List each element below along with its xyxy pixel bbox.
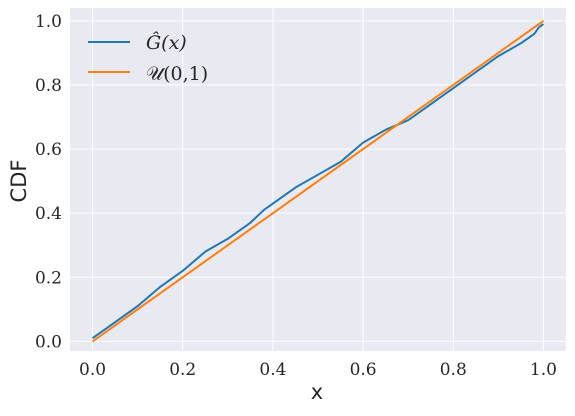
y-tick-label: 1.0 <box>35 12 62 32</box>
tick-labels: 0.0 0.2 0.4 0.6 0.8 1.0 0.0 0.2 0.4 0.6 0.8 1.0 <box>35 12 557 380</box>
x-tick-label: 0.8 <box>440 360 467 380</box>
legend-label-uniform: 𝒰(0,1) <box>146 63 208 85</box>
x-axis-label: x <box>311 380 323 404</box>
y-tick-label: 0.2 <box>35 268 62 288</box>
x-tick-label: 0.4 <box>259 360 286 380</box>
y-tick-label: 0.0 <box>35 332 62 352</box>
legend: Ĝ(x) 𝒰(0,1) <box>88 31 208 85</box>
y-tick-label: 0.4 <box>35 204 62 224</box>
series-line-0 <box>91 23 545 339</box>
series-line-1 <box>91 20 545 343</box>
x-tick-label: 0.2 <box>169 360 196 380</box>
x-tick-label: 0.6 <box>350 360 377 380</box>
plot-area <box>70 8 566 351</box>
y-tick-label: 0.8 <box>35 76 62 96</box>
y-axis-label: CDF <box>7 160 31 203</box>
x-tick-label: 0.0 <box>79 360 106 380</box>
x-tick-label: 1.0 <box>530 360 557 380</box>
y-tick-label: 0.6 <box>35 140 62 160</box>
legend-label-g-hat: Ĝ(x) <box>146 31 187 54</box>
